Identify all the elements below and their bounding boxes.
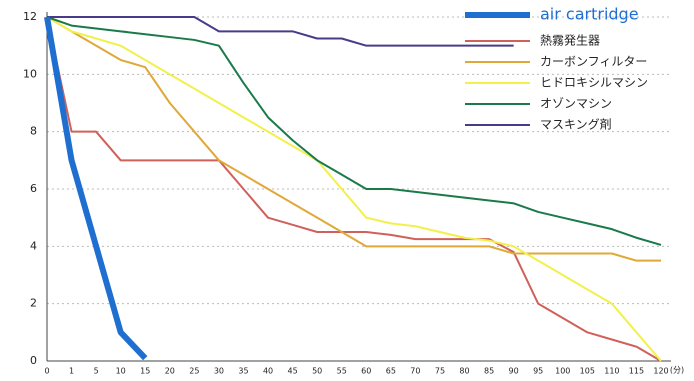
y-tick-label: 0	[30, 354, 37, 367]
x-tick-label: 45	[288, 367, 298, 376]
series-line	[47, 16, 514, 47]
y-tick-label: 10	[23, 67, 37, 80]
legend-label: オゾンマシン	[540, 97, 612, 111]
legend-label: 熱霧発生器	[540, 34, 600, 48]
x-tick-label: 65	[386, 367, 396, 376]
legend-label: ヒドロキシルマシン	[540, 76, 648, 90]
x-tick-label: 95	[533, 367, 543, 376]
x-tick-label: 85	[484, 367, 494, 376]
series-line	[46, 16, 662, 362]
x-tick-label: 100	[555, 367, 570, 376]
x-tick-label: 30	[214, 367, 224, 376]
series-line	[46, 16, 662, 246]
x-tick-label: 5	[94, 367, 99, 376]
x-tick-label: 1	[69, 367, 74, 376]
x-unit: (分)	[670, 366, 684, 375]
y-tick-label: 2	[30, 297, 37, 310]
series-line	[46, 16, 661, 262]
y-tick-label: 12	[23, 10, 37, 23]
x-tick-label: 115	[629, 367, 644, 376]
x-tick-label: 20	[165, 367, 175, 376]
x-tick-label: 0	[44, 367, 49, 376]
y-tick-label: 8	[30, 125, 37, 138]
y-tick-label: 4	[30, 239, 37, 252]
x-tick-label: 80	[459, 367, 469, 376]
x-tick-label: 40	[263, 367, 273, 376]
x-tick-label: 25	[189, 367, 199, 376]
x-tick-label: 70	[410, 367, 420, 376]
x-tick-label: 75	[435, 367, 445, 376]
x-tick-label: 105	[580, 367, 595, 376]
legend-label: マスキング剤	[540, 117, 612, 132]
legend-label: カーボンフィルター	[540, 55, 647, 69]
legend-label: air cartridge	[540, 5, 639, 24]
x-tick-label: 120	[653, 367, 668, 376]
x-tick-label: 35	[238, 367, 248, 376]
series-line	[44, 16, 148, 361]
x-tick-label: 50	[312, 367, 322, 376]
y-tick-label: 6	[30, 182, 37, 195]
series-line	[46, 16, 662, 362]
x-tick-label: 60	[361, 367, 371, 376]
x-tick-label: 110	[604, 367, 619, 376]
x-tick-label: 15	[140, 367, 150, 376]
x-tick-label: 55	[337, 367, 347, 376]
x-tick-label: 10	[116, 367, 126, 376]
x-tick-label: 90	[509, 367, 519, 376]
